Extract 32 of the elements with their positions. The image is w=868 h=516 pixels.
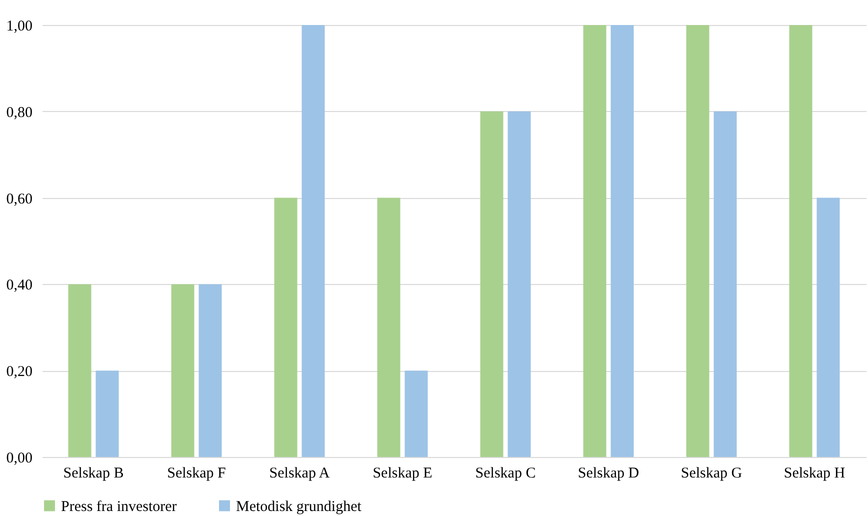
y-tick-label: 0,80 xyxy=(6,104,32,121)
y-tick-label: 0,40 xyxy=(6,278,32,294)
legend-label: Press fra investorer xyxy=(61,498,177,515)
x-tick-label: Selskap F xyxy=(167,466,226,482)
bar xyxy=(789,25,812,457)
x-tick-label: Selskap A xyxy=(269,466,330,482)
bar xyxy=(377,198,400,457)
x-tick-label: Selskap C xyxy=(475,466,536,482)
x-tick-label: Selskap B xyxy=(63,466,124,482)
bar xyxy=(68,284,92,457)
bar xyxy=(404,370,428,457)
bar xyxy=(583,25,606,457)
bar xyxy=(480,111,504,457)
bar xyxy=(198,284,222,457)
bar xyxy=(302,25,325,457)
bar xyxy=(816,198,840,457)
y-tick-label: 1,00 xyxy=(6,18,32,34)
y-tick-label: 0,00 xyxy=(6,450,32,466)
bar xyxy=(508,111,531,457)
bar xyxy=(714,111,737,457)
y-tick-label: 0,60 xyxy=(6,191,32,208)
bar xyxy=(610,25,634,457)
y-tick-label: 0,20 xyxy=(6,364,32,380)
x-tick-label: Selskap G xyxy=(680,466,742,482)
bar xyxy=(171,284,194,457)
x-tick-label: Selskap E xyxy=(372,466,432,482)
x-tick-label: Selskap H xyxy=(784,466,846,482)
bar xyxy=(96,370,119,457)
x-tick-label: Selskap D xyxy=(578,466,640,482)
bar xyxy=(686,25,710,457)
bar xyxy=(274,198,298,457)
legend-label: Metodisk grundighet xyxy=(236,498,362,515)
